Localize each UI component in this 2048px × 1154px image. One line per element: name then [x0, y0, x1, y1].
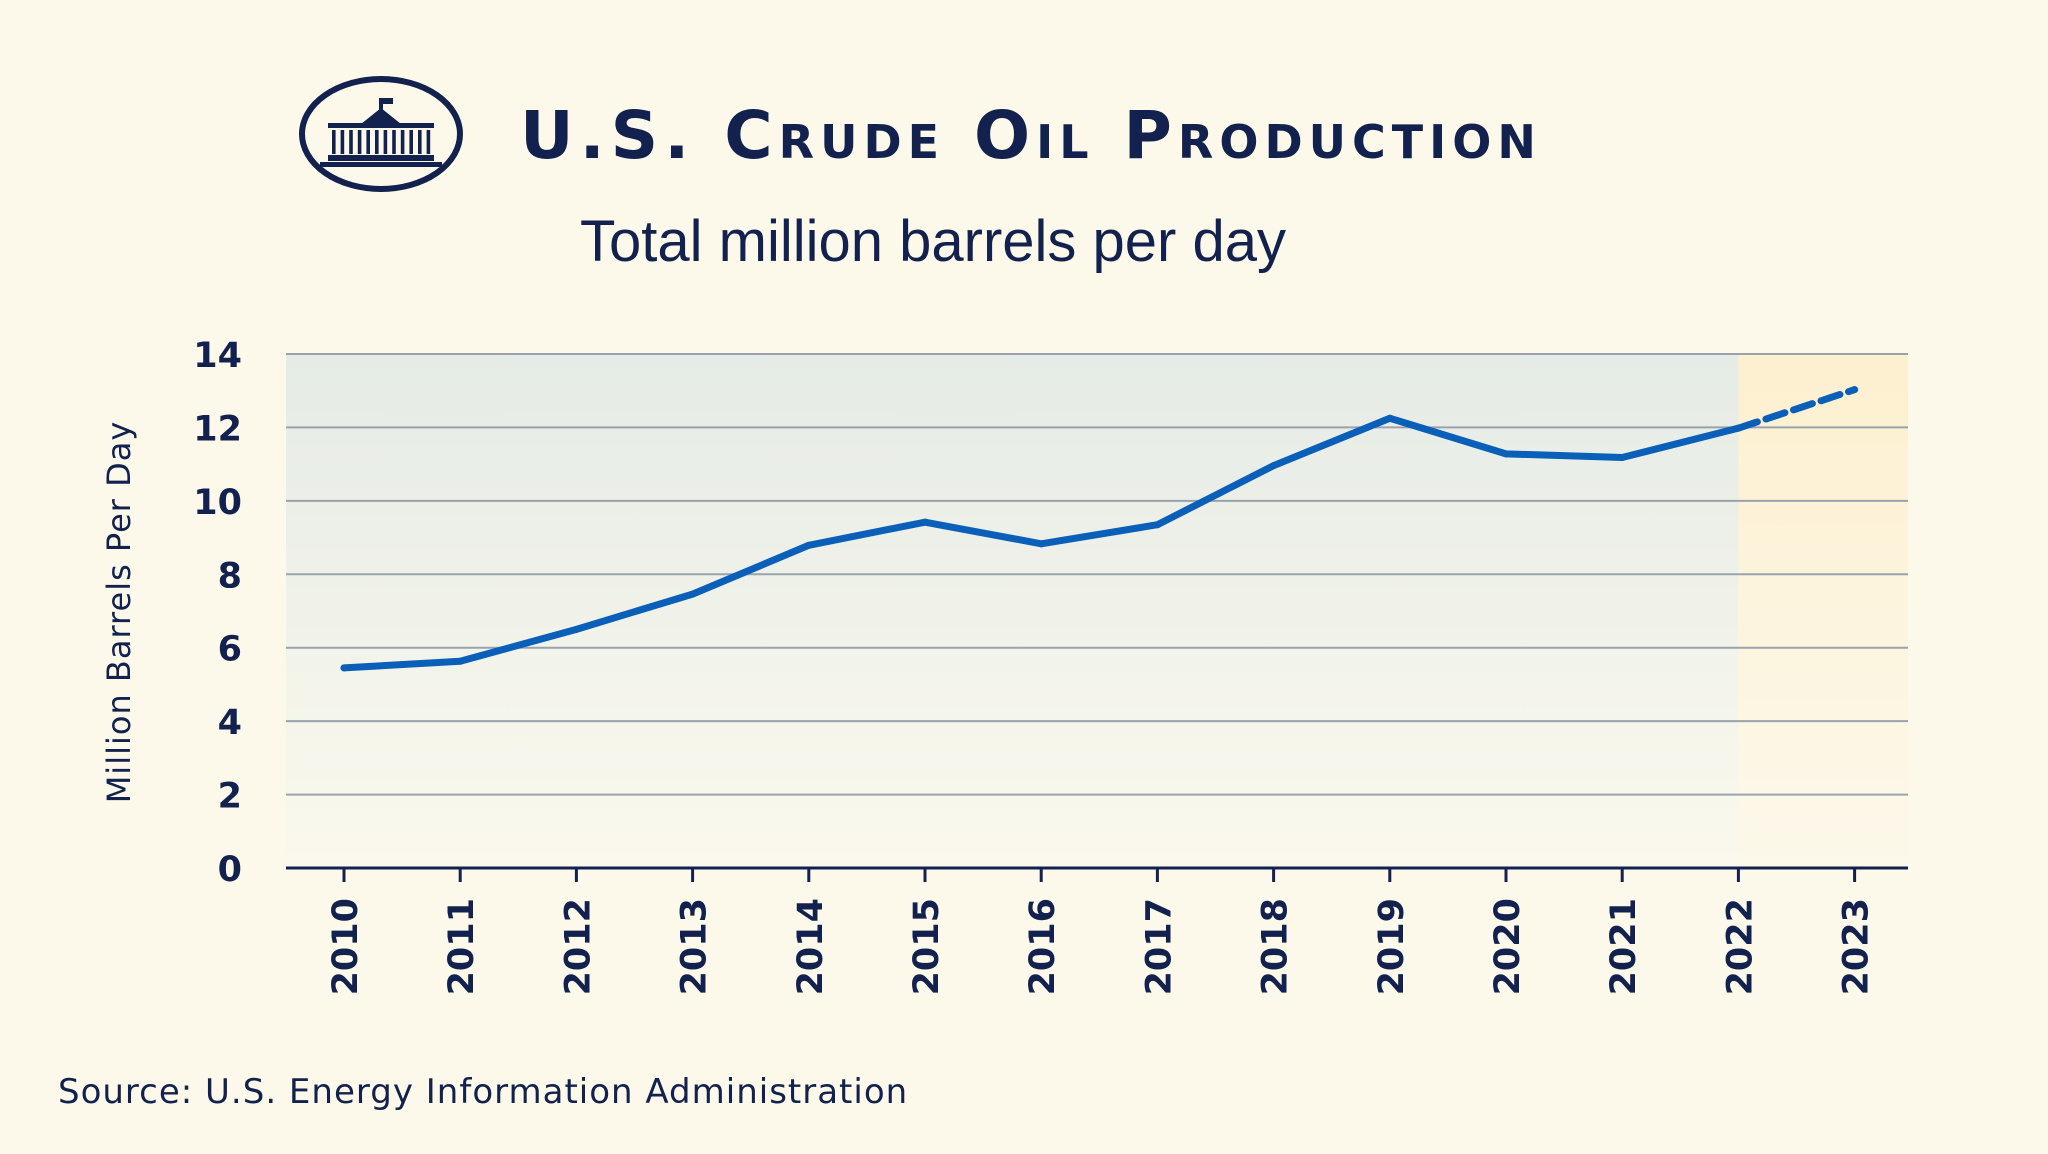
- data-point-2010: [340, 664, 348, 672]
- data-point-2021: [1618, 454, 1626, 462]
- y-tick-label: 6: [218, 630, 242, 670]
- chart-title: U.S. Crude Oil Production: [520, 97, 1542, 174]
- chart-subtitle: Total million barrels per day: [580, 209, 1286, 274]
- y-axis-label: Million Barrels Per Day: [100, 421, 138, 804]
- data-point-2014: [805, 541, 813, 549]
- x-tick-label: 2016: [1023, 898, 1063, 995]
- data-point-2017: [1153, 521, 1161, 529]
- y-tick-label: 10: [193, 483, 242, 523]
- data-point-2020: [1502, 450, 1510, 458]
- x-tick-label: 2023: [1837, 898, 1877, 995]
- data-point-2019: [1386, 414, 1394, 422]
- series-line-forecast: [1734, 386, 1859, 432]
- plot-area-background: [286, 354, 1908, 868]
- x-tick-label: 2022: [1720, 898, 1760, 995]
- y-tick-label: 0: [218, 850, 242, 890]
- data-point-2012: [572, 625, 580, 633]
- y-tick-label: 4: [218, 703, 242, 743]
- data-point-2023: [1851, 386, 1859, 394]
- x-tick-label: 2014: [791, 898, 831, 995]
- y-tick-label: 12: [193, 409, 242, 449]
- y-tick-label: 2: [218, 777, 242, 817]
- white-house-seal-icon: [299, 76, 463, 192]
- x-tick-label: 2021: [1604, 898, 1644, 995]
- x-tick-label: 2010: [326, 898, 366, 995]
- x-tick-label: 2013: [675, 898, 715, 995]
- data-point-2016: [1037, 540, 1045, 548]
- x-tick-label: 2020: [1488, 898, 1528, 995]
- data-point-2015: [921, 518, 929, 526]
- x-tick-label: 2011: [442, 898, 482, 995]
- data-point-2022: [1734, 424, 1742, 432]
- y-tick-label: 14: [193, 336, 242, 376]
- x-tick-label: 2012: [558, 898, 598, 995]
- x-tick-label: 2019: [1372, 898, 1412, 995]
- x-tick-label: 2018: [1256, 898, 1296, 995]
- data-point-2011: [456, 657, 464, 665]
- data-point-2018: [1270, 462, 1278, 470]
- forecast-region-highlight: [1738, 354, 1908, 868]
- data-point-2013: [689, 590, 697, 598]
- x-tick-label: 2017: [1139, 898, 1179, 995]
- source-note: Source: U.S. Energy Information Administ…: [58, 1072, 909, 1112]
- x-tick-label: 2015: [907, 898, 947, 995]
- y-tick-label: 8: [218, 556, 242, 596]
